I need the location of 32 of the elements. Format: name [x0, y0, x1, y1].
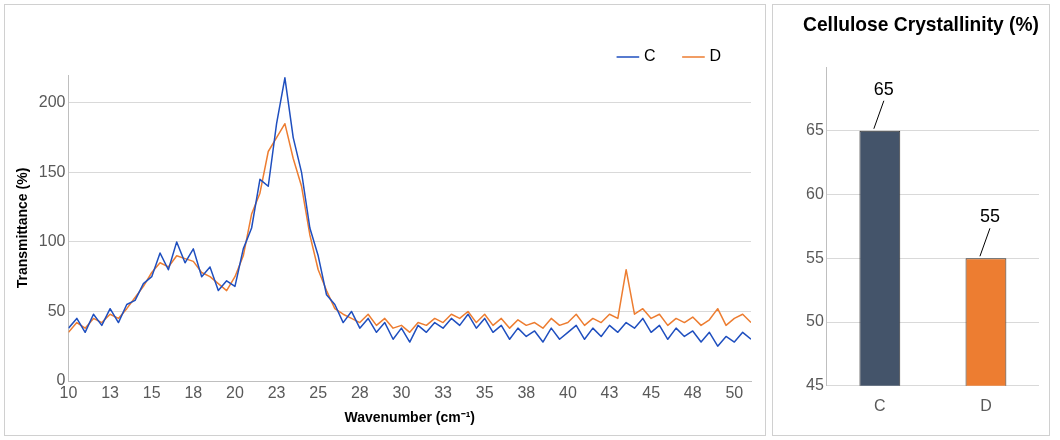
y-tick-label: 200: [38, 93, 66, 111]
x-tick-label: 25: [309, 384, 328, 402]
x-tick-label: 38: [517, 384, 536, 402]
y-tick-label: 150: [38, 162, 66, 180]
x-tick-label: 18: [184, 384, 203, 402]
x-tick-label: 13: [101, 384, 120, 402]
x-tick-label: 43: [600, 384, 619, 402]
x-tick-label: 50: [725, 384, 744, 402]
data-label: 55: [979, 206, 1000, 227]
y-tick-label: 55: [806, 248, 824, 266]
x-tick-label: 28: [350, 384, 369, 402]
x-tick-label: 48: [683, 384, 702, 402]
x-tick-label: 10: [59, 384, 78, 402]
data-label: 65: [873, 78, 894, 99]
y-tick-label: 50: [806, 312, 824, 330]
x-tick-label: 45: [642, 384, 661, 402]
x-tick-label: 20: [226, 384, 244, 402]
x-axis-title: Wavenumber (cm⁻¹): [344, 409, 476, 426]
legend-label: D: [709, 47, 722, 65]
y-axis-title: Transmittance (%): [14, 167, 31, 289]
y-tick-label: 65: [806, 121, 824, 139]
x-tick-label: 23: [267, 384, 286, 402]
x-tick-label: 33: [434, 384, 453, 402]
legend-label: C: [643, 47, 656, 65]
x-tick-label: 35: [475, 384, 494, 402]
x-tick-label: 30: [392, 384, 411, 402]
x-tick-label: 15: [142, 384, 161, 402]
y-tick-label: 60: [806, 184, 824, 202]
x-tick-label: 40: [558, 384, 577, 402]
chart-title: Cellulose Crystallinity (%): [803, 12, 1039, 35]
y-tick-label: 50: [47, 301, 66, 319]
y-tick-label: 100: [38, 232, 66, 250]
